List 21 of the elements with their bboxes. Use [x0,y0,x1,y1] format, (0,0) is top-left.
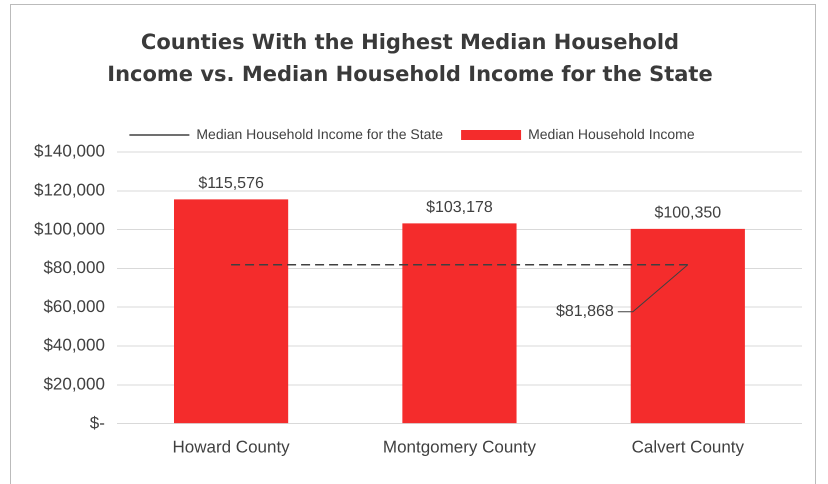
y-tick-label: $60,000 [43,296,105,316]
x-tick-label: Howard County [172,437,290,456]
legend-label: Median Household Income [528,126,695,142]
data-label: $103,178 [426,198,493,216]
y-tick-label: $80,000 [43,258,105,278]
y-tick-label: $120,000 [34,180,105,200]
y-tick-label: $20,000 [43,374,105,394]
legend-label: Median Household Income for the State [196,126,444,142]
y-tick-label: $40,000 [43,336,105,355]
x-tick-label: Montgomery County [382,437,536,456]
bar [174,199,288,424]
x-tick-label: Calvert County [632,437,745,456]
y-tick-label: $100,000 [34,219,105,238]
data-label: $100,350 [654,204,722,222]
data-label: $81,868 [556,303,614,320]
bar [402,223,517,424]
y-tick-label: $140,000 [34,142,105,161]
y-tick-label: $- [90,413,105,432]
chart-title: Counties With the Highest Median Household Income vs. Median Household Income for the State [106,29,714,88]
bar [630,228,745,424]
data-label: $115,576 [198,174,264,192]
